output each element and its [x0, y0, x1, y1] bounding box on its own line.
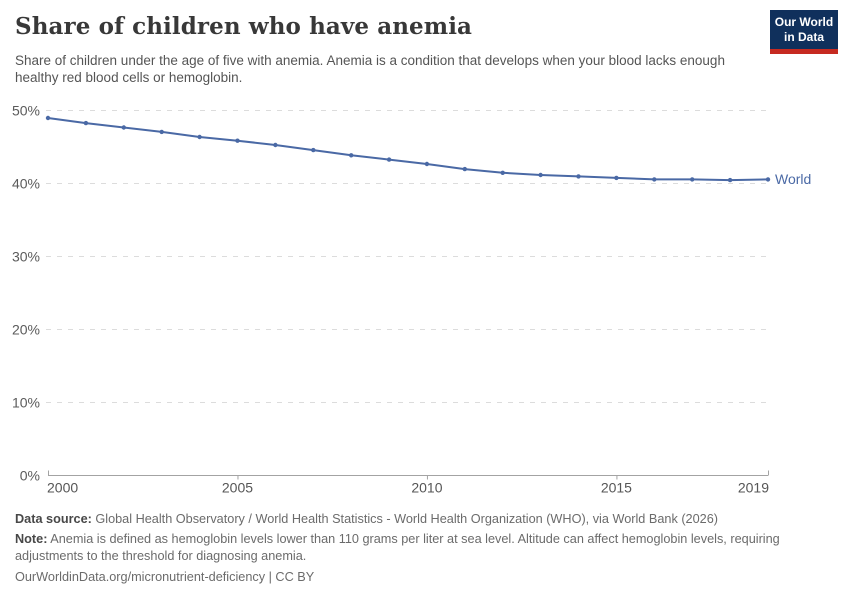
data-point-2013[interactable] — [538, 172, 543, 178]
owid-logo-text: Our World in Data — [770, 10, 838, 49]
data-point-2009[interactable] — [386, 157, 392, 162]
data-point-2012[interactable] — [500, 170, 505, 175]
y-tick-label-0: 0% — [20, 468, 40, 484]
y-tick-label-10: 10% — [12, 395, 40, 411]
data-point-2015[interactable] — [614, 175, 619, 181]
series-line — [47, 117, 769, 182]
x-tick-label-2019: 2019 — [738, 480, 769, 496]
data-point-2014[interactable] — [576, 174, 581, 179]
x-tick-label-2010: 2010 — [411, 480, 442, 496]
line-chart: 0% 10% 20% 30% 40% 50% 2000 2005 2010 2015 2019 Wor… — [12, 103, 812, 496]
data-source-line: Data source: Global Health Observatory /… — [15, 511, 837, 528]
data-point-2010[interactable] — [424, 161, 430, 167]
data-point-2018[interactable] — [727, 177, 733, 183]
owid-logo[interactable]: Our World in Data — [770, 10, 838, 54]
y-grid: 0% 10% 20% 30% 40% 50% — [12, 103, 768, 484]
y-tick-label-40: 40% — [12, 176, 40, 192]
chart-subtitle: Share of children under the age of five … — [15, 53, 725, 85]
y-tick-label-30: 30% — [12, 249, 40, 265]
y-tick-label-50: 50% — [12, 103, 40, 119]
chart-footer: Data source: Global Health Observatory /… — [15, 511, 837, 585]
series-end-label[interactable]: World — [775, 171, 811, 187]
x-tick-label-2005: 2005 — [222, 480, 253, 496]
note-label: Note: — [15, 532, 48, 546]
owid-logo-line2: in Data — [783, 30, 824, 44]
data-point-2008[interactable] — [349, 153, 354, 158]
chart-title: Share of children who have anemia — [15, 13, 473, 40]
note-line: Note: Anemia is defined as hemoglobin le… — [15, 531, 837, 564]
x-axis: 2000 2005 2010 2015 2019 — [47, 470, 769, 496]
data-source-label: Data source: — [15, 512, 92, 526]
data-point-2019[interactable] — [765, 177, 771, 182]
data-source-text: Global Health Observatory / World Health… — [91, 512, 719, 526]
owid-logo-line1: Our World — [774, 15, 834, 29]
x-tick-label-2015: 2015 — [601, 480, 632, 496]
data-point-2000[interactable] — [45, 115, 51, 121]
data-point-2016[interactable] — [652, 177, 657, 182]
y-tick-label-20: 20% — [12, 322, 40, 338]
note-text: Anemia is defined as hemoglobin levels l… — [15, 532, 780, 563]
data-point-2004[interactable] — [197, 134, 202, 140]
data-point-2017[interactable] — [690, 177, 695, 182]
data-point-2011[interactable] — [462, 166, 467, 172]
series-world[interactable]: World — [45, 115, 812, 187]
data-point-2003[interactable] — [159, 129, 164, 135]
data-point-2007[interactable] — [311, 147, 316, 153]
data-point-2001[interactable] — [83, 120, 89, 126]
owid-logo-red-bar — [770, 49, 838, 54]
data-point-2002[interactable] — [121, 125, 127, 130]
data-point-2005[interactable] — [235, 138, 240, 143]
footer-url[interactable]: OurWorldinData.org/micronutrient-deficie… — [15, 569, 315, 584]
data-point-2006[interactable] — [273, 142, 278, 148]
x-tick-label-2000: 2000 — [47, 480, 78, 496]
